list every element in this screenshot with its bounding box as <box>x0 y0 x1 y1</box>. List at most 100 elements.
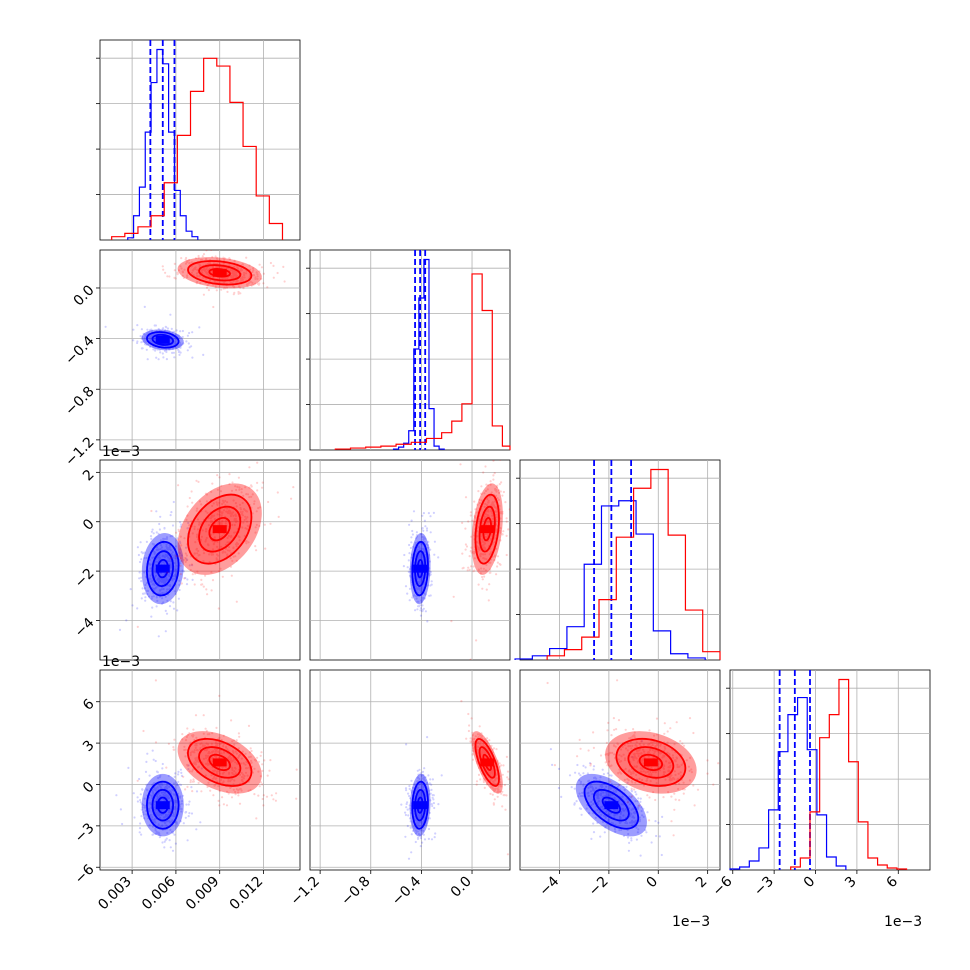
sample-point <box>418 816 421 819</box>
sample-point <box>169 812 172 815</box>
panel-frame <box>99 249 301 451</box>
sample-point <box>159 795 162 798</box>
sample-point <box>202 253 206 256</box>
sample-point <box>474 735 477 738</box>
sample-point <box>405 806 408 809</box>
sample-point <box>416 776 419 779</box>
sample-point <box>150 580 153 584</box>
sample-point <box>167 560 170 563</box>
sample-point <box>194 267 197 271</box>
sample-point <box>194 763 197 766</box>
contour-red <box>208 753 231 771</box>
sample-point <box>484 532 487 536</box>
sample-point <box>227 764 230 767</box>
sample-point <box>632 770 635 773</box>
sample-point <box>224 551 227 554</box>
sample-point <box>224 499 227 503</box>
contour-red <box>187 737 253 787</box>
sample-point <box>236 266 239 269</box>
sample-point <box>222 771 225 774</box>
sample-point <box>234 519 237 522</box>
sample-point <box>149 339 152 342</box>
sample-point <box>418 794 421 797</box>
sample-point <box>491 793 494 796</box>
sample-point <box>492 789 495 792</box>
sample-point <box>252 269 255 272</box>
sample-point <box>219 567 222 570</box>
sample-point <box>216 503 219 506</box>
sample-point <box>161 602 164 605</box>
sample-point <box>208 274 211 277</box>
sample-point <box>608 813 611 816</box>
sample-point <box>212 794 215 797</box>
sample-point <box>219 522 222 525</box>
sample-point <box>269 522 272 525</box>
sample-point <box>409 546 412 550</box>
sample-point <box>170 552 173 556</box>
sample-point <box>191 770 194 773</box>
sample-point <box>482 742 485 746</box>
sample-point <box>179 343 183 346</box>
sample-point <box>207 544 210 547</box>
density-peak-blue <box>413 564 428 573</box>
sample-point <box>481 751 484 754</box>
sample-point <box>144 337 147 340</box>
sample-point <box>628 821 632 824</box>
sample-point <box>230 534 233 538</box>
sample-point <box>165 814 168 818</box>
sample-point <box>139 335 142 338</box>
sample-point <box>484 569 487 572</box>
sample-point <box>295 797 298 800</box>
sample-point <box>177 334 180 337</box>
sample-point <box>196 760 199 763</box>
sample-point <box>152 595 155 598</box>
sample-point <box>557 786 561 790</box>
sample-point <box>173 356 176 359</box>
sample-point <box>502 764 505 767</box>
sample-point <box>153 808 157 811</box>
sample-point <box>266 774 269 777</box>
sample-point <box>274 799 277 802</box>
sample-point <box>430 788 433 792</box>
sample-point <box>498 491 501 494</box>
contour-red <box>198 505 242 553</box>
sample-point <box>473 737 476 741</box>
sample-point <box>150 537 153 541</box>
sample-point <box>177 780 180 784</box>
sample-point <box>506 770 510 773</box>
sample-point <box>225 510 228 513</box>
sample-point <box>599 835 602 838</box>
sample-point <box>151 825 155 828</box>
sample-point <box>136 324 139 327</box>
sample-point <box>161 762 164 766</box>
sample-point <box>154 789 157 792</box>
sample-point <box>496 497 499 500</box>
sample-point <box>489 792 492 795</box>
sample-point <box>168 275 171 278</box>
sample-point <box>143 338 146 341</box>
sample-point <box>234 513 237 516</box>
sample-point <box>255 510 258 513</box>
sample-point <box>655 834 658 838</box>
sample-point <box>580 813 583 816</box>
sample-point <box>242 508 246 511</box>
sample-point <box>168 605 172 608</box>
sample-point <box>184 739 188 742</box>
sample-point <box>211 548 215 551</box>
sample-point <box>482 543 485 546</box>
sample-point <box>482 744 485 747</box>
sample-point <box>637 806 640 809</box>
sample-point <box>620 810 623 814</box>
sample-point <box>194 746 197 750</box>
sample-point <box>146 331 149 334</box>
sample-point <box>154 827 157 830</box>
sample-point <box>233 259 236 262</box>
sample-point <box>231 272 234 275</box>
sample-point <box>200 767 203 770</box>
panel-content <box>400 700 510 860</box>
sample-point <box>210 514 213 517</box>
sample-point <box>633 788 636 791</box>
sample-point <box>410 536 413 539</box>
sample-point <box>587 794 590 798</box>
sample-point <box>483 738 486 741</box>
